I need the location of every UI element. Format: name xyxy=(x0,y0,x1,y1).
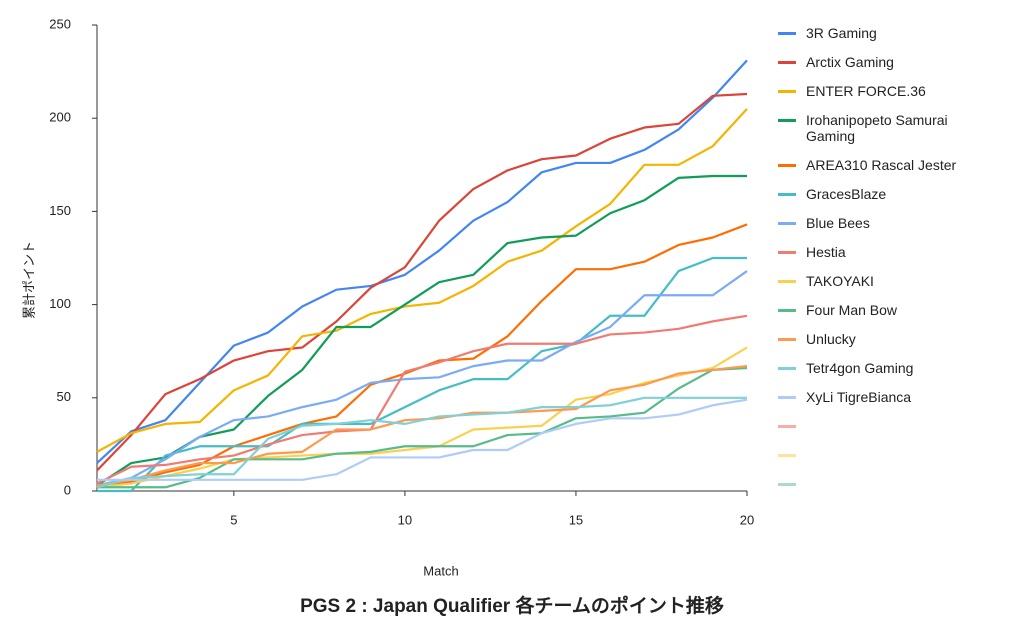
legend-swatch xyxy=(778,119,796,122)
legend-swatch xyxy=(778,61,796,64)
x-tick-label: 5 xyxy=(230,512,237,527)
legend-swatch xyxy=(778,396,796,399)
legend-item xyxy=(778,476,988,492)
legend-label: TAKOYAKI xyxy=(806,273,874,289)
legend-item: ENTER FORCE.36 xyxy=(778,83,988,99)
series-line xyxy=(96,365,748,487)
legend-label: 3R Gaming xyxy=(806,25,877,41)
series-line xyxy=(97,256,747,493)
legend-swatch xyxy=(778,425,796,428)
legend-item xyxy=(778,447,988,463)
legend-label: Hestia xyxy=(806,244,846,260)
legend-swatch xyxy=(778,251,796,254)
legend-label: Unlucky xyxy=(806,331,856,347)
legend-item: Irohanipopeto Samurai Gaming xyxy=(778,112,988,144)
legend-swatch xyxy=(778,32,796,35)
legend-swatch xyxy=(778,280,796,283)
series-line xyxy=(97,398,748,481)
series-line xyxy=(96,314,748,485)
series-line xyxy=(96,59,748,464)
legend-swatch xyxy=(778,338,796,341)
legend-item: GracesBlaze xyxy=(778,186,988,202)
legend-swatch xyxy=(778,90,796,93)
legend-item: 3R Gaming xyxy=(778,25,988,41)
y-tick-label: 200 xyxy=(49,110,71,125)
series-line xyxy=(96,174,747,487)
x-tick-label: 20 xyxy=(740,512,754,527)
series-line xyxy=(96,92,748,472)
legend-item xyxy=(778,418,988,434)
legend-label: Blue Bees xyxy=(806,215,870,231)
series-line xyxy=(96,396,747,489)
legend-label: GracesBlaze xyxy=(806,186,887,202)
x-axis-label: Match xyxy=(423,563,458,578)
legend-label: Irohanipopeto Samurai Gaming xyxy=(806,112,948,144)
legend-label: Arctix Gaming xyxy=(806,54,894,70)
series-line xyxy=(96,270,748,487)
legend-item: Unlucky xyxy=(778,331,988,347)
y-axis-label: 累計ポイント xyxy=(21,241,36,319)
legend-swatch xyxy=(778,367,796,370)
x-tick-label: 15 xyxy=(569,512,583,527)
y-tick-label: 150 xyxy=(49,203,71,218)
legend-item: AREA310 Rascal Jester xyxy=(778,157,988,173)
legend: 3R Gaming Arctix Gaming ENTER FORCE.36 Iroh… xyxy=(778,25,988,505)
x-tick-label: 10 xyxy=(398,512,412,527)
chart-title: PGS 2 : Japan Qualifier 各チームのポイント推移 xyxy=(300,594,724,617)
legend-swatch xyxy=(778,164,796,167)
legend-swatch xyxy=(778,222,796,225)
legend-item: Tetr4gon Gaming xyxy=(778,360,988,376)
legend-swatch xyxy=(778,454,796,457)
y-tick-label: 100 xyxy=(49,296,71,311)
legend-label: ENTER FORCE.36 xyxy=(806,83,926,99)
y-tick-label: 50 xyxy=(57,389,71,404)
legend-label: XyLi TigreBianca xyxy=(806,389,912,405)
legend-swatch xyxy=(778,483,796,486)
series-line xyxy=(96,108,748,453)
legend-swatch xyxy=(778,193,796,196)
legend-item: TAKOYAKI xyxy=(778,273,988,289)
legend-item: XyLi TigreBianca xyxy=(778,389,988,405)
legend-item: Four Man Bow xyxy=(778,302,988,318)
legend-label: AREA310 Rascal Jester xyxy=(806,157,957,173)
legend-label: Tetr4gon Gaming xyxy=(806,360,914,376)
y-tick-label: 0 xyxy=(64,482,71,497)
legend-item: Hestia xyxy=(778,244,988,260)
legend-label: Four Man Bow xyxy=(806,302,898,318)
legend-swatch xyxy=(778,309,796,312)
legend-item: Blue Bees xyxy=(778,215,988,231)
y-tick-label: 250 xyxy=(49,16,71,31)
legend-item: Arctix Gaming xyxy=(778,54,988,70)
